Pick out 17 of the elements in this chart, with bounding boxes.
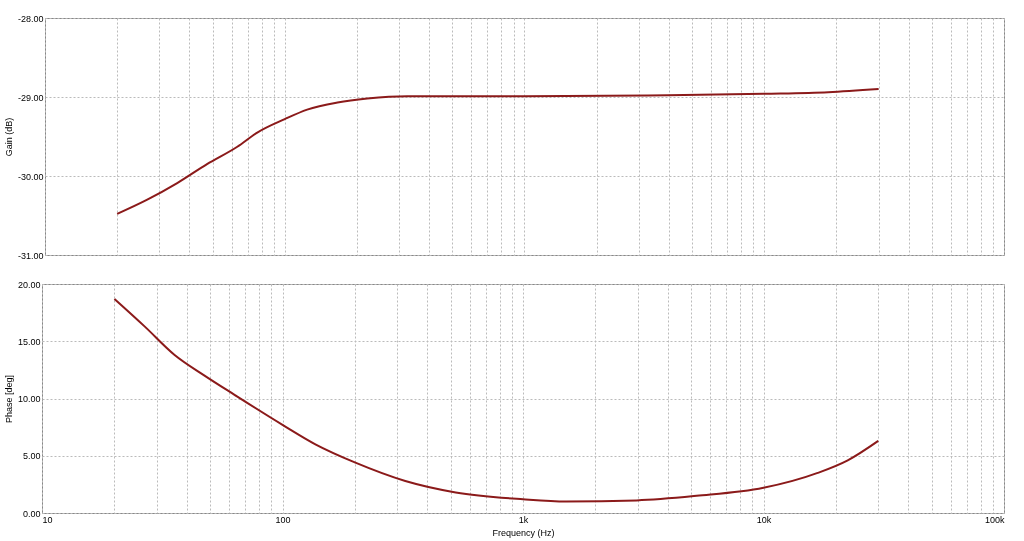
- y-axis-title: Gain (dB): [3, 117, 14, 157]
- x-tick-label: 100: [275, 514, 291, 525]
- y-tick-label: -30.00: [17, 171, 44, 182]
- x-axis-title: Frequency (Hz): [492, 527, 555, 538]
- y-tick-label: 10.00: [17, 394, 41, 404]
- y-tick-label: -29.00: [17, 92, 44, 103]
- x-tick-label: 10k: [756, 514, 772, 525]
- y-tick-label: 5.00: [22, 451, 41, 462]
- x-tick-label: 1k: [518, 514, 529, 525]
- x-tick-label: 100k: [984, 514, 1005, 525]
- y-tick-label: -31.00: [17, 250, 44, 261]
- y-tick-label: 15.00: [17, 336, 41, 347]
- y-tick-label: -28.00: [17, 13, 44, 24]
- y-tick-label: 20.00: [17, 279, 41, 290]
- y-axis-title: Phase [deg]: [3, 374, 14, 424]
- y-tick-label: 0.00: [22, 508, 41, 519]
- x-tick-label: 10: [42, 514, 53, 525]
